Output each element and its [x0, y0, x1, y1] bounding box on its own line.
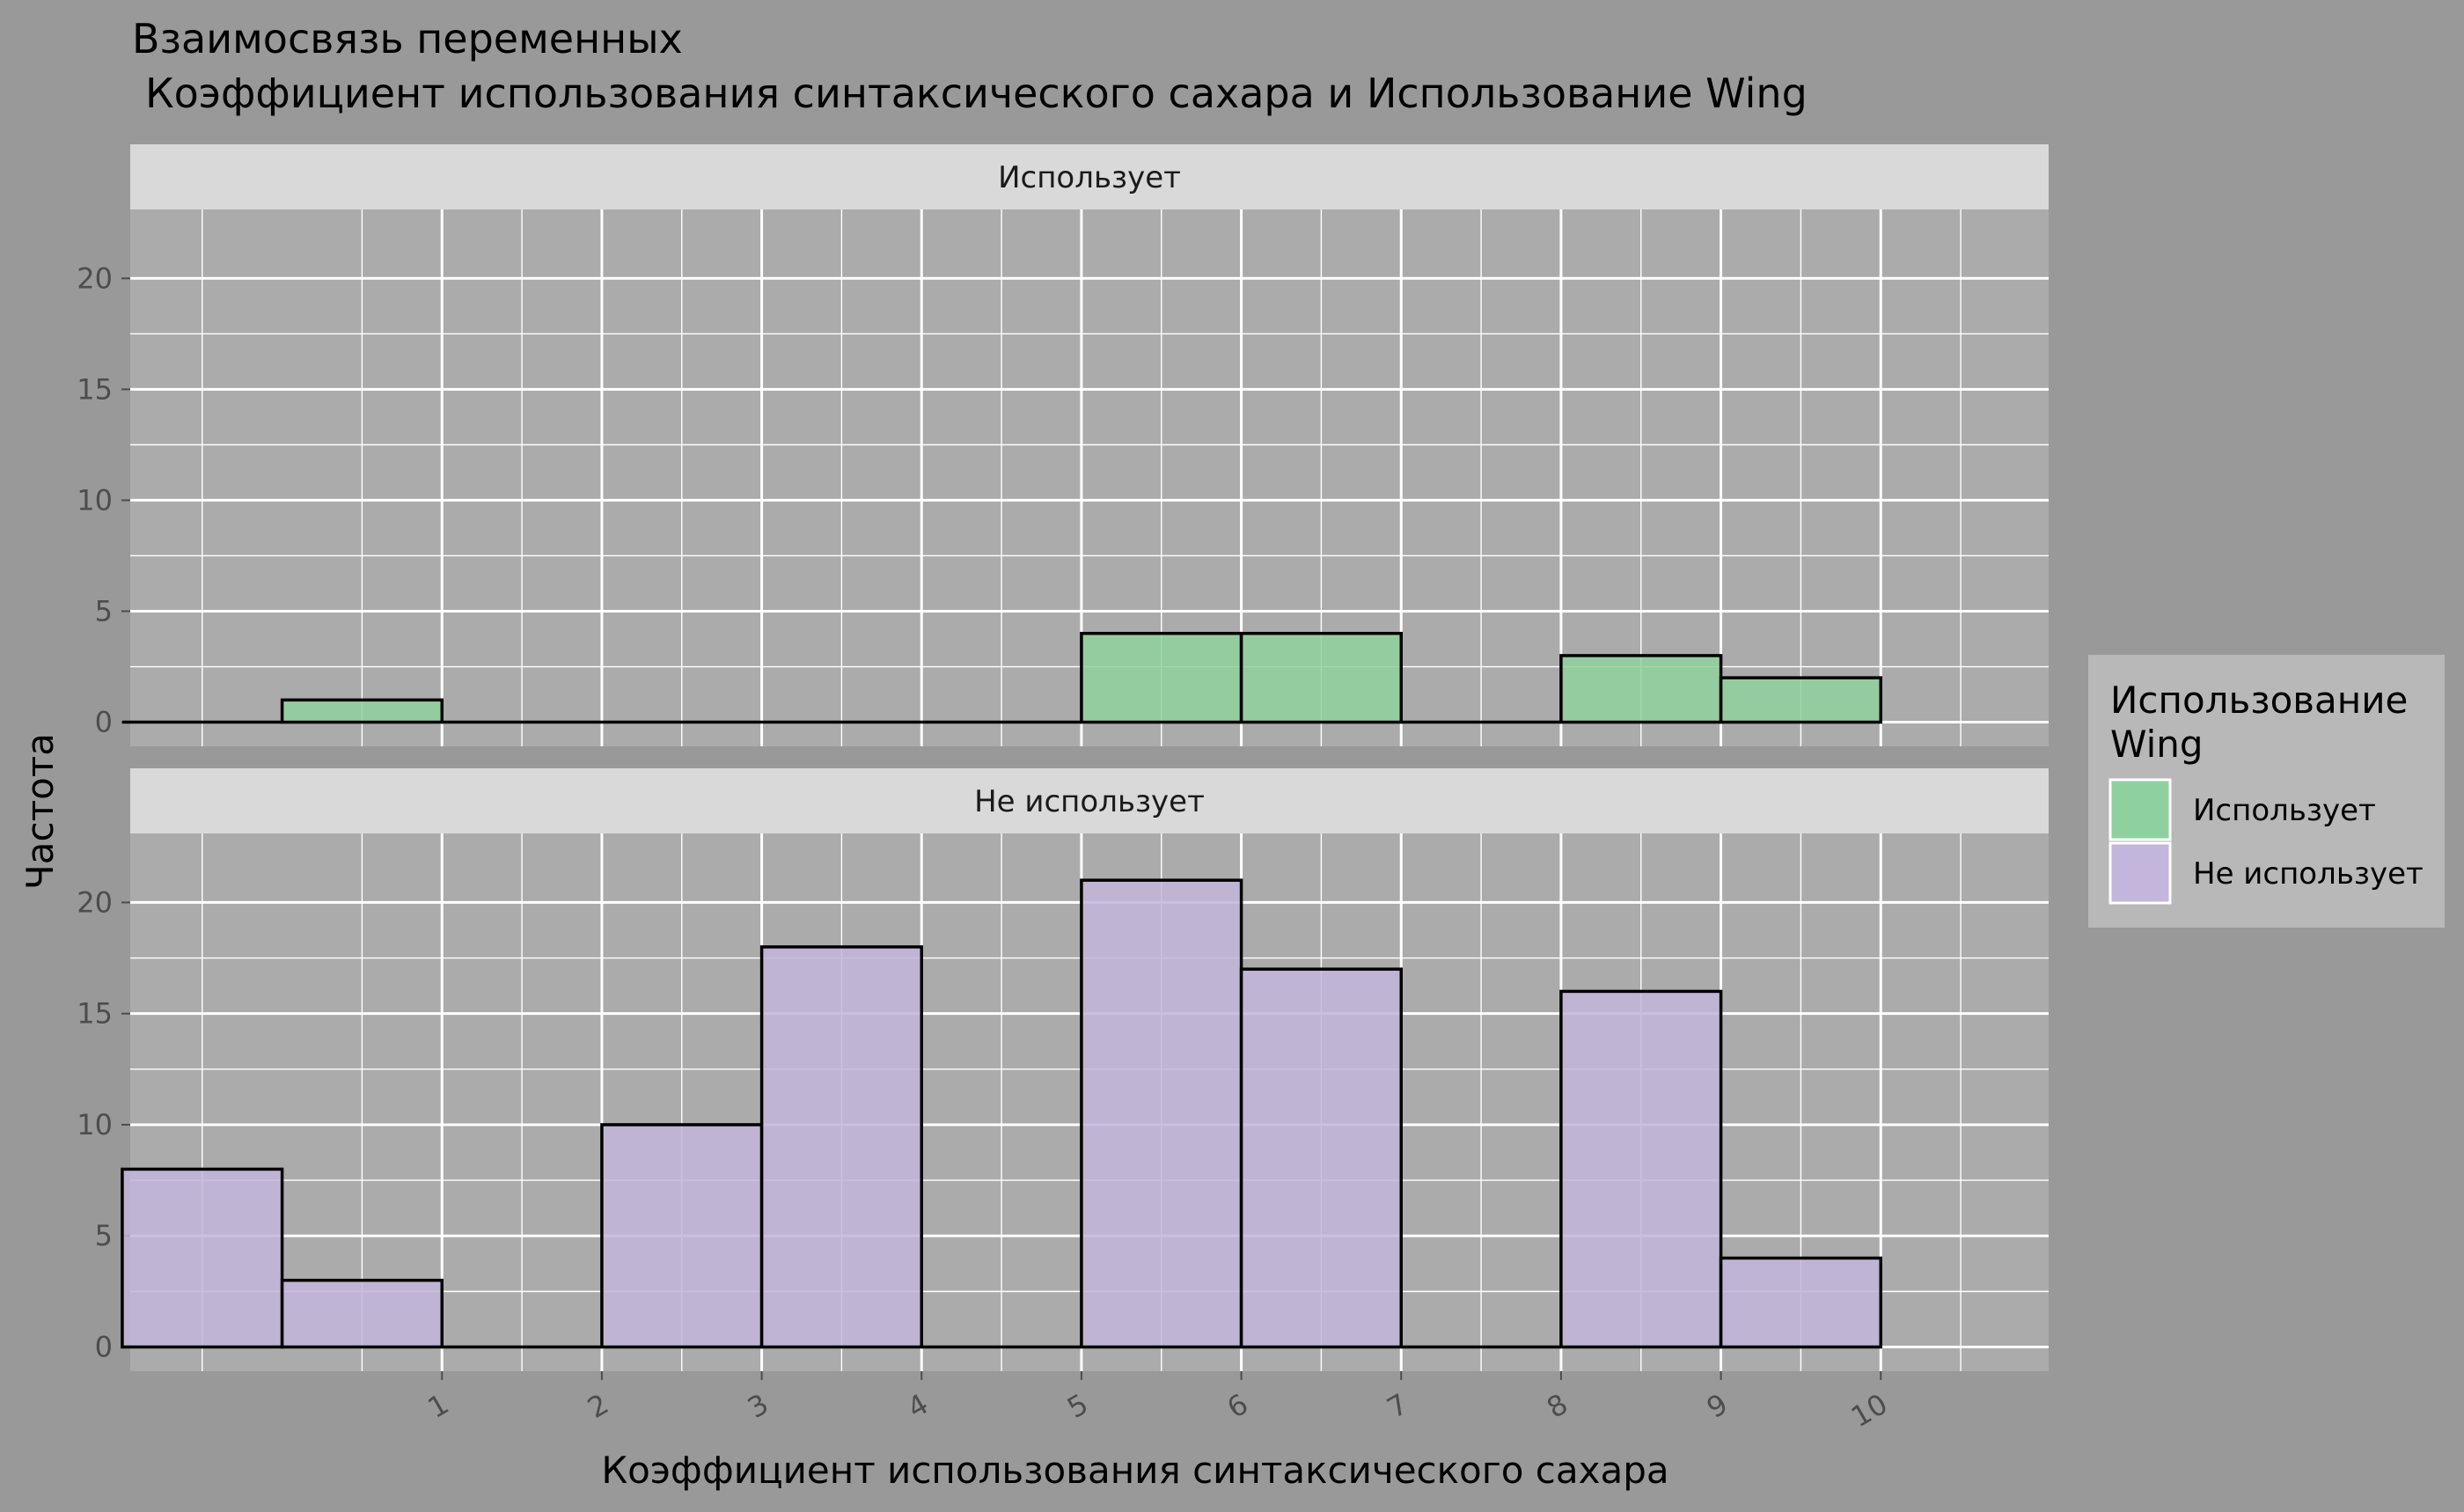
y-tick-label: 15	[77, 372, 113, 406]
bar	[1080, 631, 1243, 724]
x-axis-title: Коэффициент использования синтаксическог…	[601, 1449, 1668, 1492]
y-tick-label: 15	[77, 997, 113, 1031]
bar	[1080, 878, 1243, 1349]
bar	[280, 698, 444, 724]
legend: Использование Wing Использует Не использу…	[2088, 655, 2445, 928]
legend-title: Использование Wing	[2110, 679, 2420, 766]
y-axis-title: Частота	[18, 733, 62, 890]
legend-items: Использует Не использует	[2108, 778, 2424, 905]
facet-strip-label: Использует	[998, 160, 1181, 195]
y-tick-label: 0	[95, 706, 113, 739]
legend-label: Не использует	[2193, 856, 2424, 892]
bar	[1239, 631, 1404, 724]
legend-label: Использует	[2193, 793, 2376, 828]
y-tick-label: 10	[77, 1108, 113, 1141]
legend-key	[2108, 841, 2172, 905]
chart-title-line2: Коэффициент использования синтаксическог…	[145, 70, 1808, 117]
bar	[759, 945, 923, 1349]
y-tick-label: 10	[77, 483, 113, 517]
bar	[280, 1278, 444, 1349]
facet-strip	[130, 768, 2049, 833]
bar	[600, 1123, 764, 1349]
facet-panel: Использует 0 5 10 15 20	[77, 144, 2049, 746]
facet-panels: Использует 0 5 10 15 20 Не использует 0 5 10 15 20 1…	[77, 144, 2049, 1434]
chart-title-line1: Взаимосвязь переменных	[132, 15, 683, 62]
bar	[121, 1167, 284, 1349]
facet-strip-label: Не использует	[974, 784, 1205, 819]
y-tick-label: 5	[95, 1219, 113, 1252]
bar	[1719, 676, 1883, 724]
legend-key	[2108, 778, 2172, 841]
y-tick-label: 5	[95, 594, 113, 628]
y-tick-label: 20	[77, 261, 113, 295]
y-tick-label: 0	[95, 1331, 113, 1364]
bar	[1559, 989, 1723, 1349]
bar	[1719, 1256, 1883, 1349]
bar	[1239, 967, 1404, 1349]
facet-strip	[130, 144, 2049, 209]
bar	[1559, 654, 1723, 724]
y-tick-label: 20	[77, 885, 113, 919]
